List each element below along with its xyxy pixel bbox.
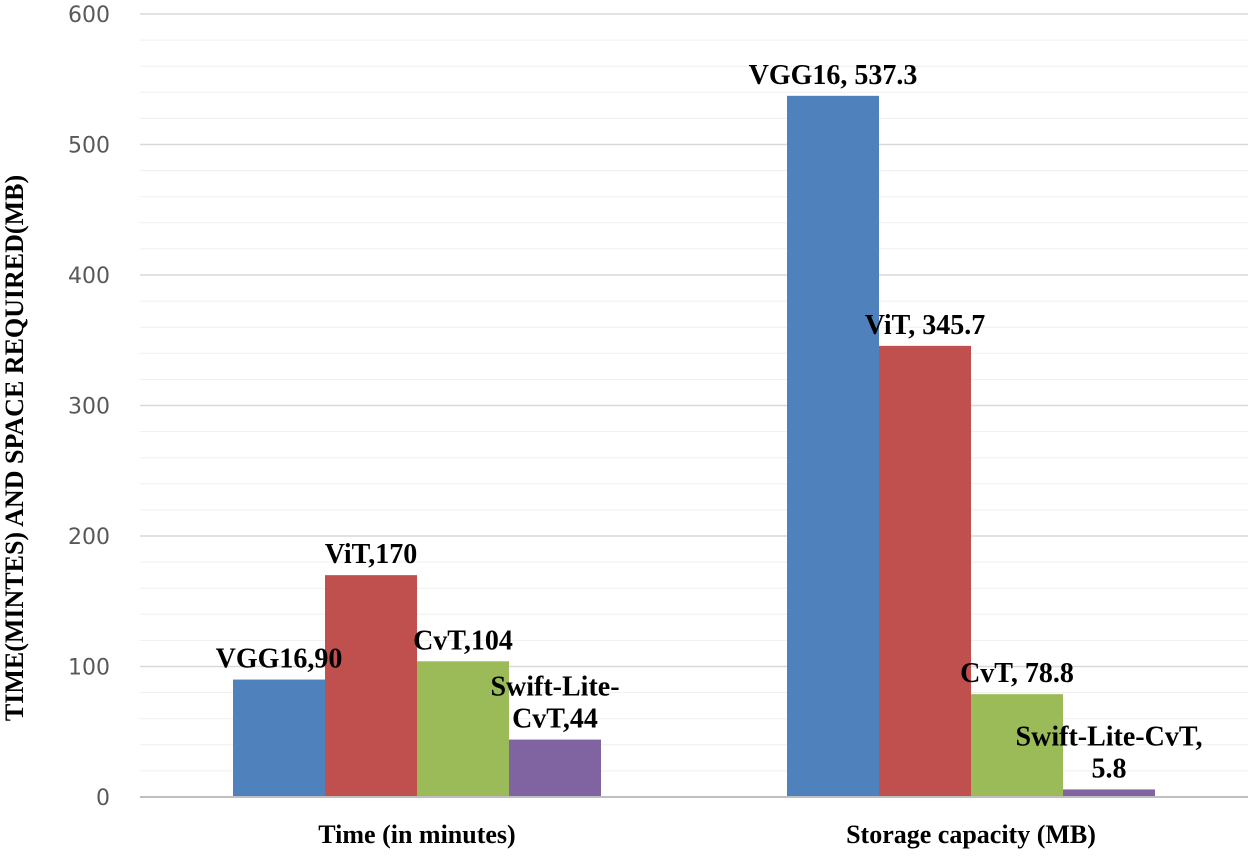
data-label: Swift-Lite-CvT, 5.8 — [1016, 721, 1203, 784]
y-tick-label: 200 — [68, 525, 110, 550]
data-label-line: Swift-Lite- — [490, 672, 619, 703]
data-label-line: CvT,104 — [413, 625, 513, 656]
y-tick-label: 300 — [68, 395, 110, 420]
bar-cvt-1 — [417, 661, 509, 797]
data-label: VGG16,90 — [216, 644, 343, 675]
bar-vgg16-2 — [787, 95, 879, 798]
y-axis-label: TIME(MINTES) AND SPACE REQUIRED(MB) — [0, 175, 29, 721]
data-label: ViT, 345.7 — [865, 310, 986, 341]
data-label-line: CvT,44 — [512, 704, 598, 735]
data-label: ViT,170 — [325, 539, 418, 570]
data-label-line: Swift-Lite-CvT, — [1016, 721, 1203, 752]
bar-vit-2 — [879, 345, 971, 797]
bars — [233, 95, 1155, 798]
y-tick-label: 500 — [68, 134, 110, 159]
data-label-line: 5.8 — [1092, 753, 1127, 784]
bar-swift-lite-cvt-1 — [509, 739, 601, 797]
grid-lines — [140, 13, 1248, 772]
data-label: Swift-Lite-CvT,44 — [490, 672, 619, 735]
data-label-line: ViT, 345.7 — [865, 310, 986, 341]
y-axis-ticks: 0 100 200 300 400 500 600 — [68, 3, 110, 811]
y-tick-label: 600 — [68, 3, 110, 28]
category-label: Time (in minutes) — [318, 820, 515, 849]
bar-vgg16-1 — [233, 679, 325, 797]
category-label: Storage capacity (MB) — [846, 820, 1096, 849]
data-label: CvT,104 — [413, 625, 513, 656]
bar-swift-lite-cvt-2 — [1063, 789, 1155, 797]
data-labels: VGG16,90 ViT,170 CvT,104 Swift-Lite-CvT,44 V… — [216, 60, 1203, 785]
bar-cvt-2 — [971, 694, 1063, 797]
data-label: CvT, 78.8 — [960, 658, 1074, 689]
data-label-line: ViT,170 — [325, 539, 418, 570]
data-label-line: CvT, 78.8 — [960, 658, 1074, 689]
data-label-line: VGG16, 537.3 — [749, 60, 918, 91]
y-tick-label: 400 — [68, 264, 110, 289]
data-label-line: VGG16,90 — [216, 644, 343, 675]
x-axis-categories: Time (in minutes) Storage capacity (MB) — [318, 820, 1096, 849]
y-tick-label: 0 — [96, 786, 110, 811]
y-tick-label: 100 — [68, 656, 110, 681]
data-label: VGG16, 537.3 — [749, 60, 918, 91]
bar-vit-1 — [325, 575, 417, 797]
